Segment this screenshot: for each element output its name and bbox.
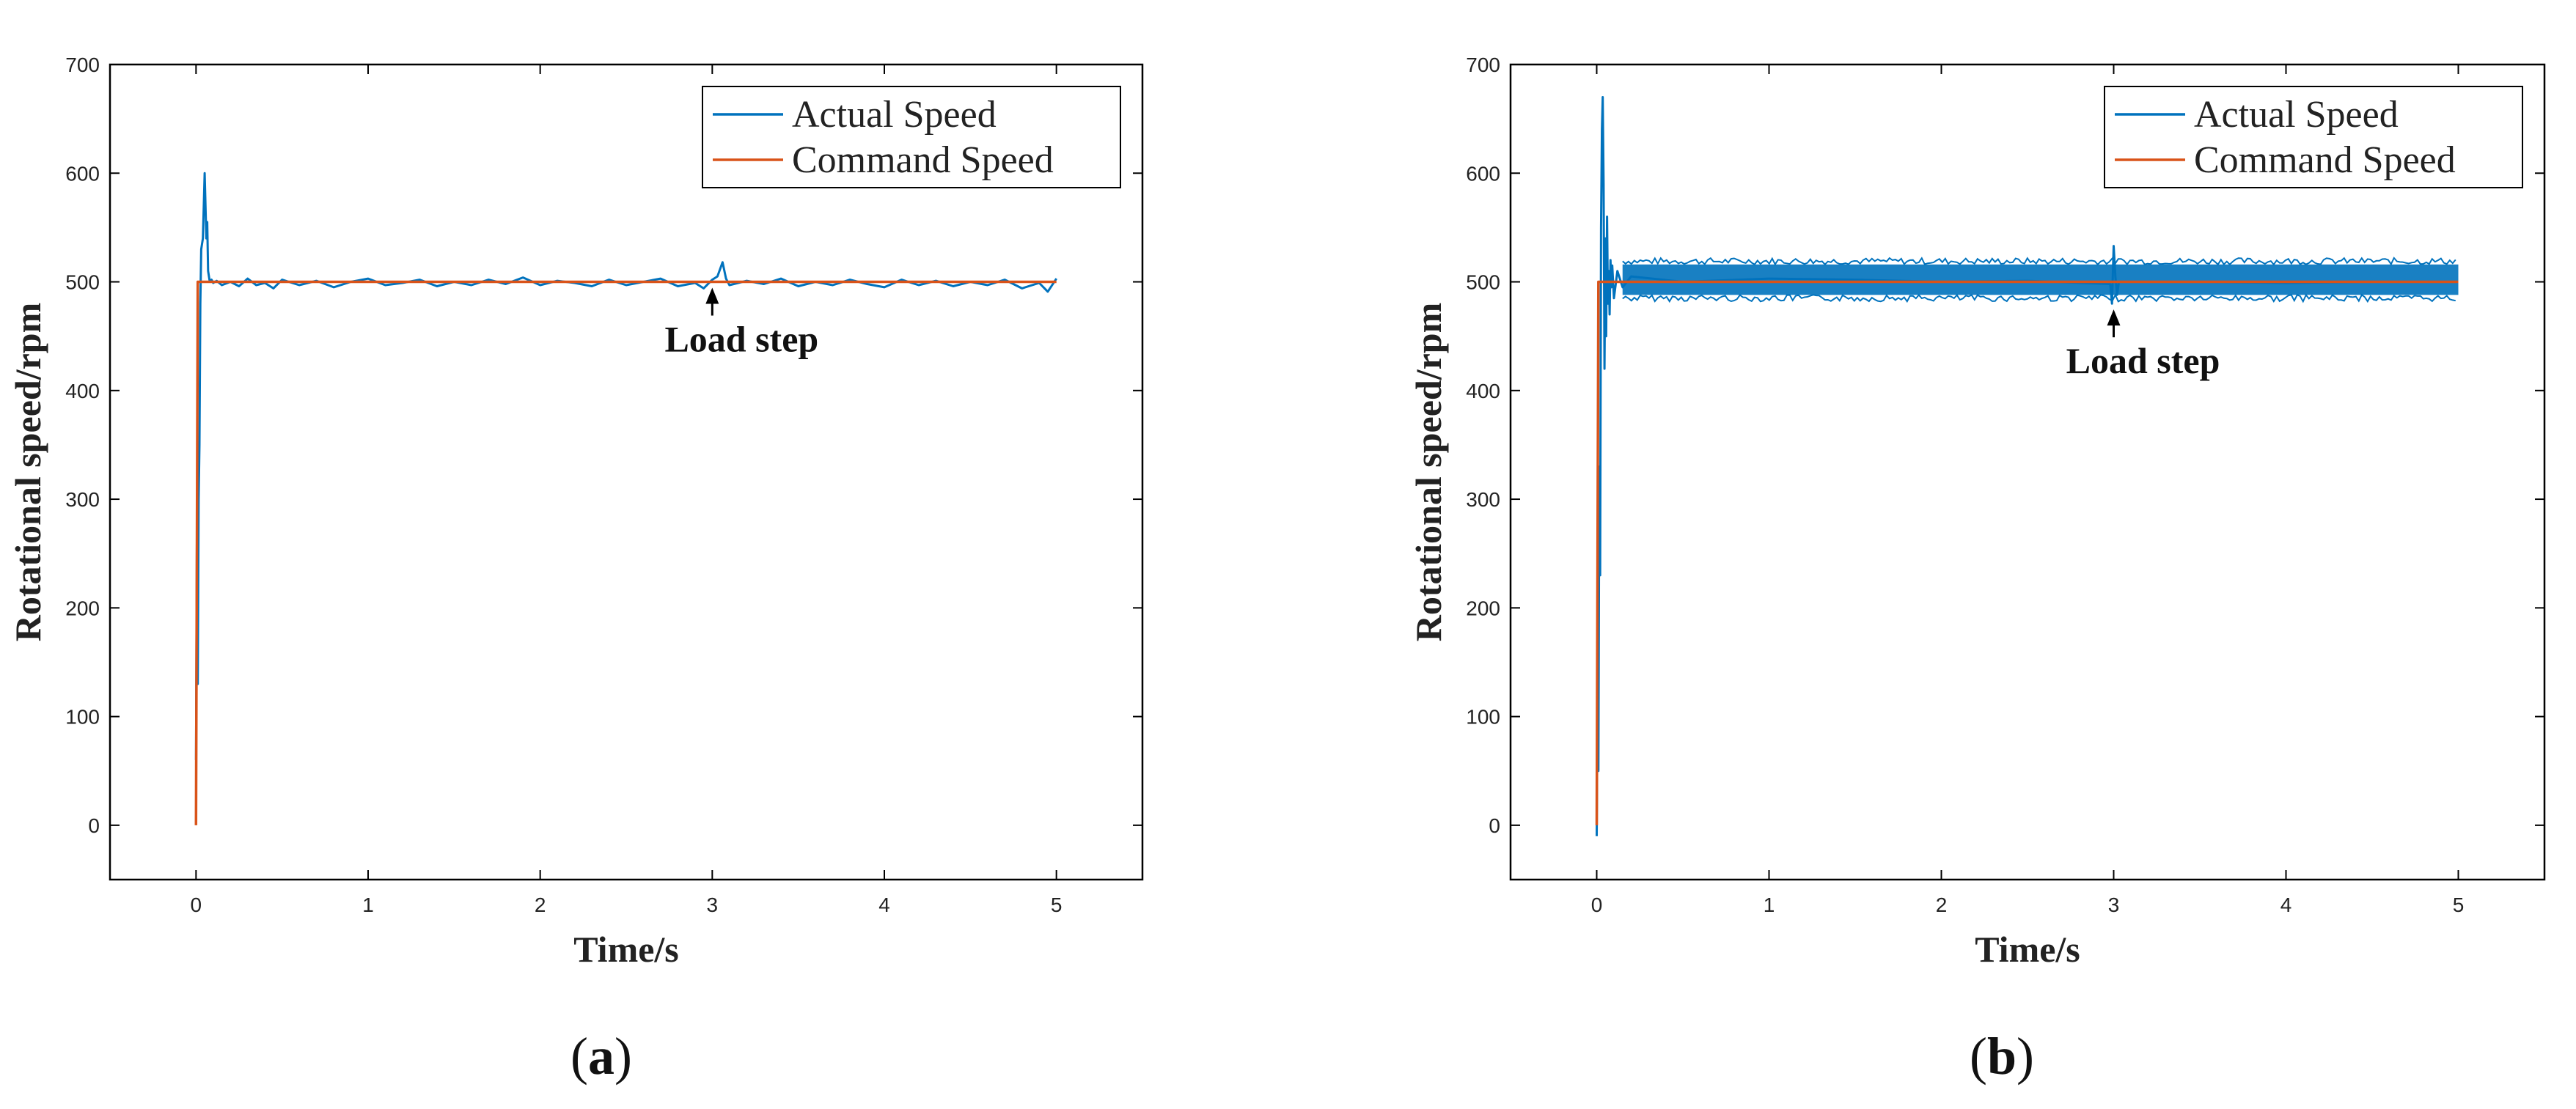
plot-area-frame <box>1509 63 2546 881</box>
y-tick-label: 700 <box>65 54 100 76</box>
y-tick-label: 400 <box>1466 380 1500 402</box>
plot-lines <box>194 172 1057 825</box>
load-step-annotation: Load step <box>2066 340 2220 381</box>
x-tick-label: 3 <box>707 894 719 916</box>
x-tick-label: 1 <box>362 894 374 916</box>
legend-entry-label: Actual Speed <box>792 94 997 136</box>
panel-caption: (a) <box>570 1027 632 1086</box>
panel-caption: (b) <box>1970 1027 2034 1086</box>
y-axis-label: Rotational speed/rpm <box>7 303 48 642</box>
y-tick-label: 600 <box>65 162 100 185</box>
load-step-annotation: Load step <box>664 319 818 360</box>
chart-panel-b: 0 1 2 3 4 5 0 100 200 300 400 500 600 700 Time/s Rotati… <box>1408 54 2546 1086</box>
x-tick-label: 1 <box>1764 894 1775 916</box>
y-tick-label: 500 <box>1466 271 1500 294</box>
command-speed-line <box>1595 280 2459 825</box>
x-tick-label: 5 <box>2453 894 2465 916</box>
y-tick-label: 300 <box>1466 488 1500 511</box>
caption-letter: a <box>588 1027 614 1086</box>
x-tick-label: 0 <box>1591 894 1603 916</box>
caption-letter: b <box>1987 1027 2017 1086</box>
y-tick-label: 200 <box>65 597 100 619</box>
legend-box <box>702 86 1121 188</box>
legend-box <box>2104 86 2523 188</box>
x-tick-label: 0 <box>191 894 202 916</box>
plot-area-frame <box>109 63 1144 881</box>
caption-close-paren: ) <box>2017 1027 2034 1086</box>
x-tick-label: 4 <box>2280 894 2292 916</box>
plot-lines <box>1595 96 2459 836</box>
load-step-arrow-head <box>2107 309 2121 326</box>
y-tick-label: 100 <box>65 706 100 729</box>
y-tick-label: 400 <box>65 380 100 402</box>
y-tick-label: 600 <box>1466 162 1500 185</box>
y-tick-label: 500 <box>65 271 100 294</box>
actual-speed-ripple-bottom <box>1622 293 2456 303</box>
legend-entry-label: Actual Speed <box>2194 94 2399 136</box>
y-tick-label: 300 <box>65 488 100 511</box>
legend-entry-label: Command Speed <box>2194 139 2456 181</box>
x-axis-label: Time/s <box>1975 929 2080 970</box>
chart-panel-a: 0 1 2 3 4 5 0 100 200 300 400 500 600 700 Time/s Rotati… <box>7 54 1144 1086</box>
y-tick-label: 0 <box>88 814 100 837</box>
caption-close-paren: ) <box>614 1027 632 1086</box>
x-tick-label: 4 <box>878 894 890 916</box>
x-tick-label: 3 <box>2108 894 2120 916</box>
caption-open-paren: ( <box>570 1027 588 1086</box>
x-tick-label: 2 <box>535 894 546 916</box>
y-tick-label: 100 <box>1466 706 1500 729</box>
y-tick-label: 200 <box>1466 597 1500 619</box>
caption-open-paren: ( <box>1970 1027 1987 1086</box>
command-speed-line <box>194 280 1057 825</box>
legend-entry-label: Command Speed <box>792 139 1054 181</box>
x-tick-label: 5 <box>1051 894 1063 916</box>
y-tick-label: 700 <box>1466 54 1500 76</box>
load-step-arrow-head <box>705 287 719 304</box>
y-axis-label: Rotational speed/rpm <box>1408 303 1449 642</box>
x-axis-label: Time/s <box>573 929 679 970</box>
actual-speed-ripple-top <box>1622 257 2456 266</box>
x-tick-label: 2 <box>1936 894 1948 916</box>
y-tick-label: 0 <box>1489 814 1500 837</box>
